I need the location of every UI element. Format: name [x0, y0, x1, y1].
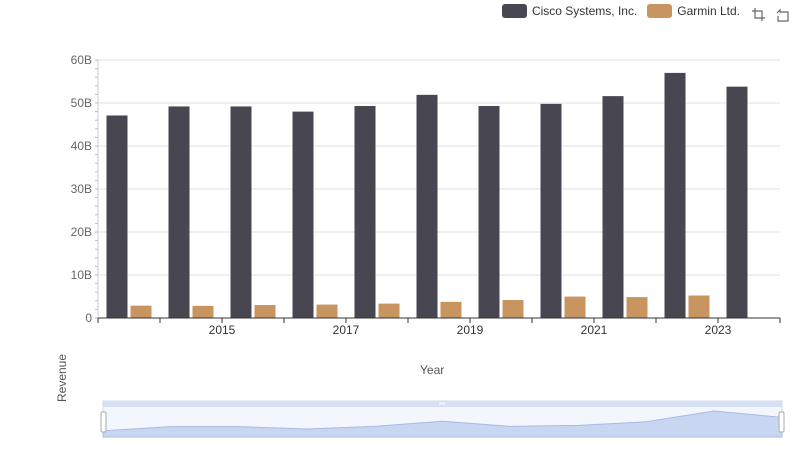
y-tick-label: 20B	[71, 225, 92, 239]
bar-cisco-2015[interactable]	[168, 106, 190, 318]
bar-garmin-2014[interactable]	[130, 305, 152, 318]
bar-cisco-2020[interactable]	[478, 106, 500, 318]
y-axis-ticks: 0 10B 20B 30B 40B 50B 60B	[71, 53, 99, 325]
bar-garmin-2023[interactable]	[688, 295, 710, 318]
y-axis-label: Revenue	[55, 353, 69, 402]
zoom-handle-right[interactable]	[778, 411, 785, 433]
bar-cisco-2014[interactable]	[106, 115, 128, 318]
y-tick-label: 50B	[71, 96, 92, 110]
x-tick-label: 2021	[581, 323, 608, 337]
y-tick-label: 60B	[71, 53, 92, 67]
x-axis-ticks: 2015 2017 2019 2021 2023	[97, 317, 781, 337]
bar-cisco-2016[interactable]	[230, 106, 252, 318]
bar-cisco-2021[interactable]	[540, 103, 562, 318]
legend-swatch-garmin	[647, 4, 673, 18]
bar-garmin-2019[interactable]	[440, 301, 462, 318]
toolbox	[750, 6, 790, 22]
y-tick-label: 40B	[71, 139, 92, 153]
bar-garmin-2017[interactable]	[316, 304, 338, 318]
bar-garmin-2021[interactable]	[564, 296, 586, 318]
x-axis-label: Year	[420, 363, 445, 377]
legend-swatch-cisco	[501, 4, 527, 18]
bar-garmin-2015[interactable]	[192, 305, 214, 318]
bar-cisco-2017[interactable]	[292, 111, 314, 318]
legend-label-cisco: Cisco Systems, Inc.	[531, 4, 638, 18]
x-tick-label: 2019	[457, 323, 484, 337]
bar-cisco-2019[interactable]	[416, 94, 438, 318]
x-tick-label: 2015	[209, 323, 236, 337]
bars[interactable]	[106, 72, 748, 319]
bar-cisco-2023[interactable]	[664, 72, 686, 319]
zoom-preview-area	[102, 410, 783, 438]
data-zoom-slider[interactable]	[100, 400, 785, 438]
y-tick-label: 0	[85, 311, 92, 325]
legend: Cisco Systems, Inc. Garmin Ltd.	[501, 4, 740, 18]
x-tick-label: 2017	[333, 323, 360, 337]
y-tick-label: 10B	[71, 268, 92, 282]
bar-garmin-2018[interactable]	[378, 303, 400, 318]
restore-icon[interactable]	[774, 6, 790, 22]
bar-garmin-2022[interactable]	[626, 297, 648, 318]
bar-cisco-2018[interactable]	[354, 106, 376, 318]
zoom-handle-left[interactable]	[100, 411, 107, 433]
bar-garmin-2020[interactable]	[502, 299, 524, 318]
bar-cisco-2024[interactable]	[726, 86, 748, 318]
x-tick-label: 2023	[705, 323, 732, 337]
zoom-icon[interactable]	[750, 6, 766, 22]
legend-label-garmin: Garmin Ltd.	[677, 4, 740, 18]
bar-garmin-2016[interactable]	[254, 305, 276, 318]
bar-cisco-2022[interactable]	[602, 96, 624, 319]
y-tick-label: 30B	[71, 182, 92, 196]
legend-item-cisco[interactable]: Cisco Systems, Inc.	[501, 4, 638, 18]
legend-item-garmin[interactable]: Garmin Ltd.	[647, 4, 740, 18]
